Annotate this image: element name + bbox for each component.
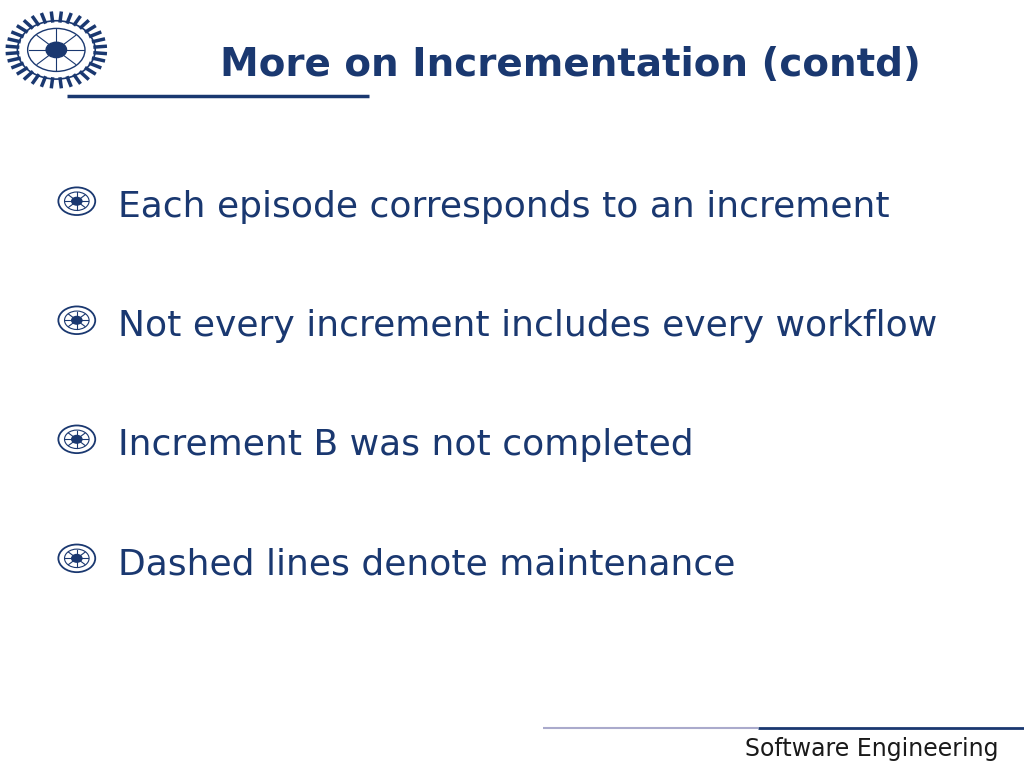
Text: Not every increment includes every workflow: Not every increment includes every workf… — [118, 310, 937, 343]
Text: Increment B was not completed: Increment B was not completed — [118, 429, 693, 462]
Text: Each episode corresponds to an increment: Each episode corresponds to an increment — [118, 190, 890, 224]
Circle shape — [72, 435, 82, 443]
Text: More on Incrementation (contd): More on Incrementation (contd) — [220, 46, 921, 84]
Text: Dashed lines denote maintenance: Dashed lines denote maintenance — [118, 548, 735, 581]
Circle shape — [72, 316, 82, 324]
Text: Software Engineering: Software Engineering — [744, 737, 998, 761]
Circle shape — [72, 197, 82, 205]
Circle shape — [72, 554, 82, 562]
Circle shape — [46, 42, 67, 58]
